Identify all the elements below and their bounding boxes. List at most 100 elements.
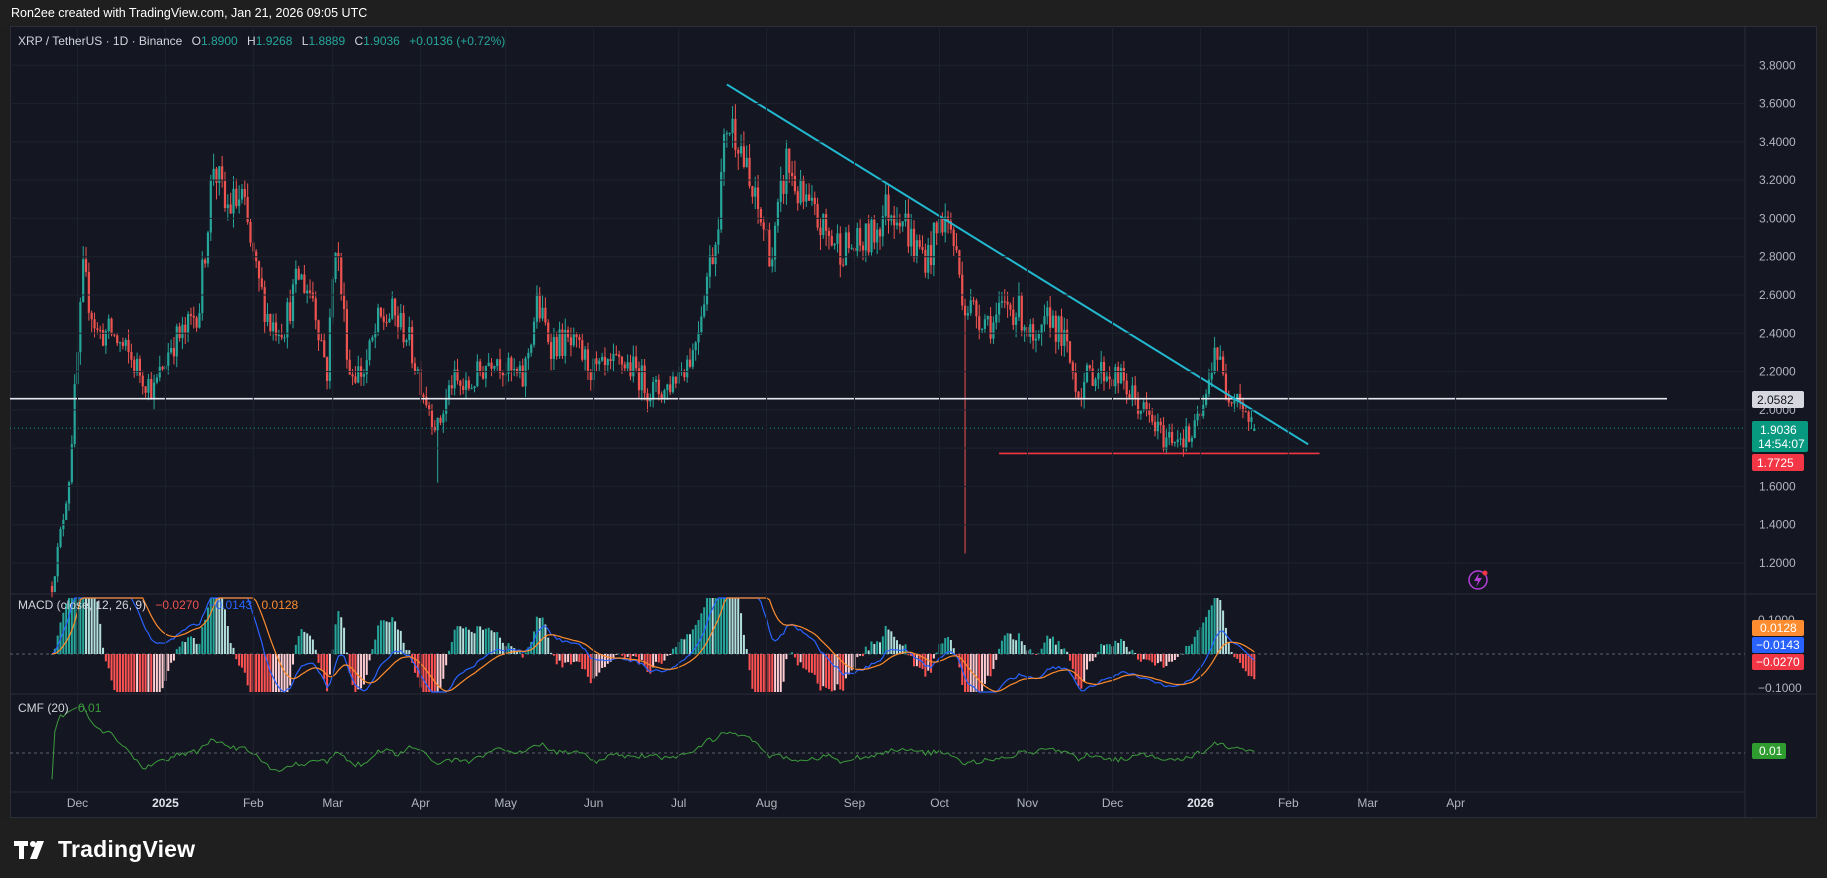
macd-hist-bar (555, 654, 558, 665)
alert-icon[interactable] (1468, 570, 1488, 590)
candle-body (73, 384, 76, 445)
macd-hist-bar (930, 654, 933, 673)
macd-hist-bar (723, 598, 726, 654)
candle-body (1185, 426, 1188, 448)
macd-hist-bar (836, 654, 839, 685)
macd-hist-bar (172, 654, 175, 661)
price-tick-label: 1.6000 (1759, 479, 1796, 493)
candle-body (825, 214, 828, 231)
candle-body (1168, 432, 1171, 438)
candle-body (578, 337, 581, 341)
macd-hist-bar (396, 629, 399, 654)
candle-body (447, 385, 451, 398)
macd-hist-bar (368, 654, 371, 661)
macd-hist-bar (632, 654, 635, 657)
candle-body (1105, 376, 1108, 382)
candle-body (1034, 338, 1038, 341)
candle-body (263, 287, 266, 323)
candle-body (1071, 362, 1074, 373)
macd-hist-bar (1253, 654, 1256, 680)
candle-body (842, 264, 845, 266)
candle-body (221, 166, 224, 181)
candle-body (569, 337, 573, 346)
macd-hist-bar (1105, 644, 1108, 654)
macd-hist-bar (740, 613, 743, 654)
macd-hist-bar (986, 654, 989, 676)
macd-hist-bar (706, 598, 709, 654)
macd-hist-bar (586, 654, 589, 677)
macd-hist-bar (898, 644, 901, 654)
macd-hist-bar (1224, 627, 1227, 654)
candle-body (583, 349, 587, 360)
macd-hist-bar (782, 654, 785, 682)
candle-body (666, 384, 669, 391)
macd-hist-bar (742, 634, 745, 654)
candle-body (827, 230, 831, 237)
time-tick-label: 2025 (152, 796, 179, 810)
price-tick-label: 2.8000 (1759, 250, 1796, 264)
macd-hist-bar (405, 650, 408, 654)
macd-hist-bar (496, 632, 499, 654)
macd-hist-bar (1023, 645, 1026, 654)
macd-hist-bar (575, 654, 578, 662)
macd-hist-bar (896, 640, 899, 654)
candle-body (620, 356, 624, 365)
candle-body (989, 316, 992, 339)
macd-hist-bar (547, 637, 550, 654)
macd-hist-bar (394, 621, 397, 654)
macd-hist-bar (402, 642, 405, 654)
macd-hist-bar (340, 617, 343, 654)
macd-hist-bar (110, 654, 113, 681)
candle-body (286, 302, 289, 338)
candle-body (816, 204, 819, 228)
macd-hist-bar (425, 654, 428, 692)
macd-hist-bar (442, 654, 445, 679)
candle-body (223, 180, 227, 208)
candle-body (1236, 393, 1239, 400)
candle-body (1057, 316, 1060, 342)
candle-body (745, 157, 748, 167)
macd-hist-bar (567, 654, 570, 663)
candle-body (1176, 439, 1179, 443)
candle-body (652, 382, 655, 400)
macd-hist-bar (1125, 646, 1128, 654)
macd-hist-bar (748, 654, 751, 671)
candle-body (714, 244, 717, 265)
macd-hist-bar (1227, 641, 1230, 654)
macd-hist-bar (1168, 654, 1171, 662)
macd-hist-bar (737, 598, 740, 654)
macd-hist-bar (232, 647, 235, 654)
tradingview-logo[interactable]: TradingView (14, 836, 195, 863)
candle-body (1151, 414, 1154, 422)
candle-body (513, 368, 516, 371)
macd-hist-bar (1006, 633, 1009, 654)
candle-body (1125, 380, 1128, 395)
candle-body (618, 354, 621, 357)
candle-body (782, 180, 785, 194)
macd-hist-bar (280, 654, 283, 692)
tradingview-logo-icon (14, 840, 44, 859)
candle-body (323, 340, 326, 358)
macd-hist-bar (663, 654, 666, 661)
candle-body (272, 322, 275, 332)
macd-hist-bar (774, 654, 777, 692)
macd-hist-bar (1040, 648, 1043, 654)
macd-hist-bar (771, 654, 774, 692)
candle-body (1068, 341, 1072, 363)
candle-body (152, 382, 156, 400)
macd-hist-bar (1128, 651, 1131, 654)
candle-body (810, 197, 814, 201)
macd-hist-bar (150, 654, 153, 692)
macd-hist-bar (309, 635, 312, 654)
candle-body (1037, 333, 1040, 339)
chart-container[interactable] (10, 26, 1817, 818)
macd-hist-bar (893, 636, 896, 654)
macd-hist-bar (445, 654, 448, 666)
macd-hist-bar (482, 629, 485, 654)
macd-hist-bar (161, 654, 164, 689)
candle-body (929, 245, 933, 266)
candle-body (345, 309, 349, 360)
low-value: 1.8889 (308, 34, 345, 48)
macd-hist-bar (1037, 653, 1040, 654)
